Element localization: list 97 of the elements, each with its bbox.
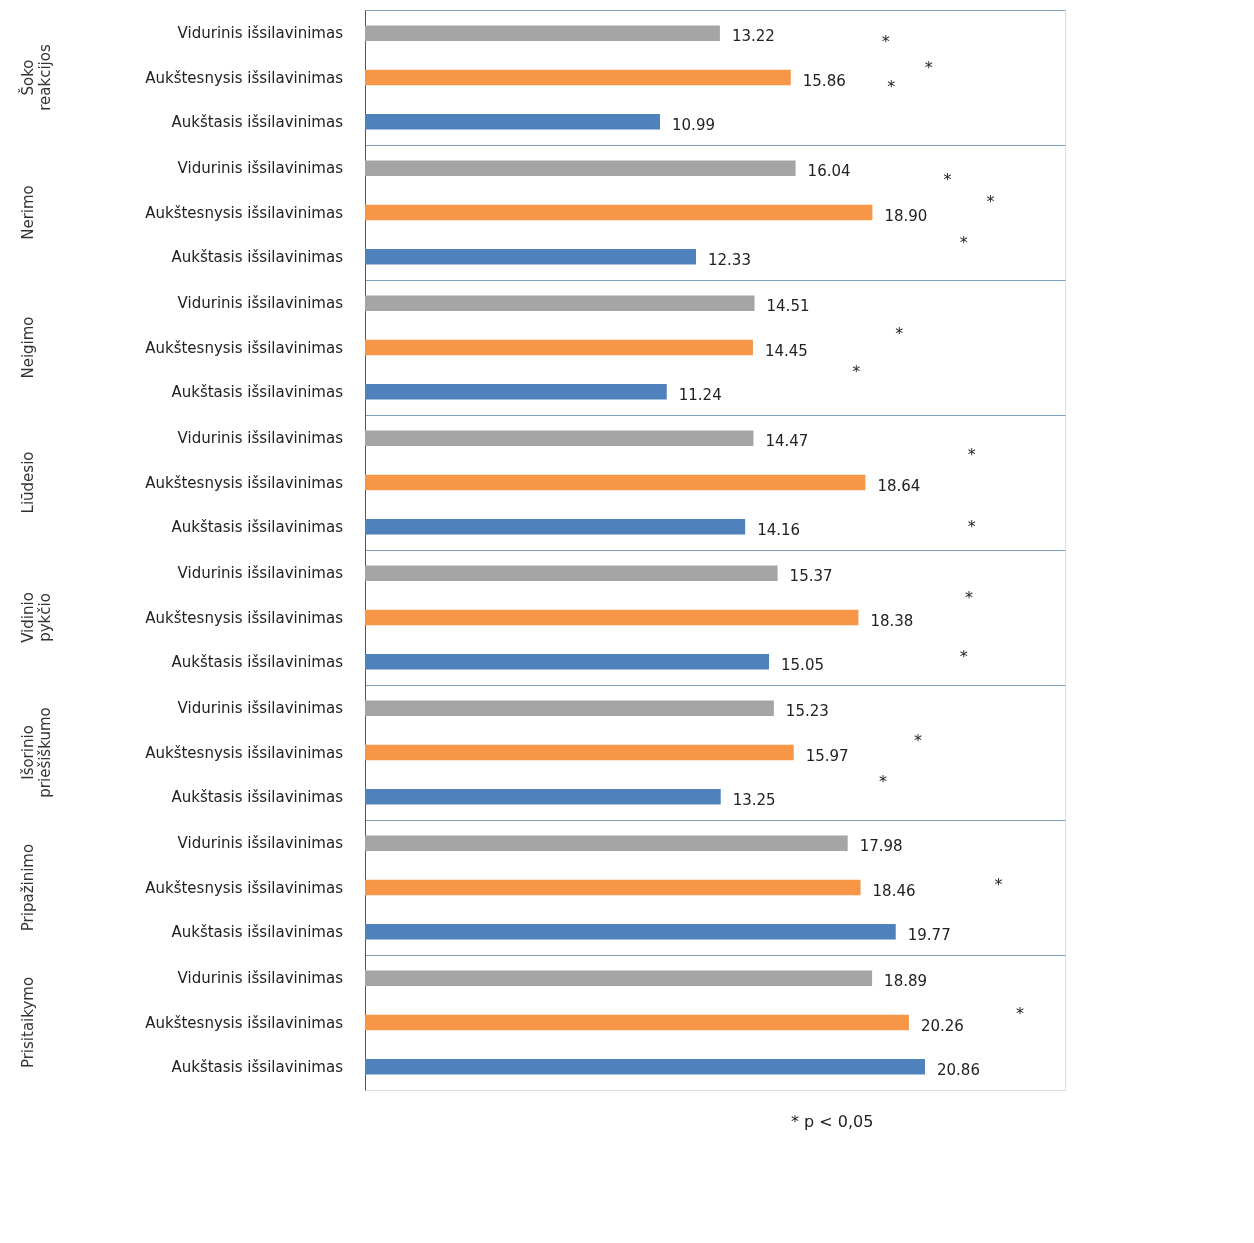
data-label: 20.26 <box>920 1016 964 1035</box>
data-label: 15.37 <box>789 567 833 586</box>
bar <box>365 519 746 535</box>
annotation: * <box>852 361 861 381</box>
annotation: * <box>887 76 896 96</box>
data-label: 14.16 <box>757 520 801 539</box>
data-label: 14.51 <box>766 297 810 316</box>
text: * <box>965 587 974 607</box>
series-label: Aukštesnysis išsilavinimas <box>145 68 344 87</box>
bar <box>365 835 848 851</box>
annotation: * <box>879 772 888 792</box>
data-label: 15.23 <box>785 702 829 721</box>
bar <box>365 565 778 581</box>
data-label: 14.47 <box>765 432 809 451</box>
bar <box>365 700 774 716</box>
bar <box>365 160 796 176</box>
data-label: 17.98 <box>859 837 903 856</box>
y-tick-label: Liūdesio <box>18 451 37 514</box>
bar <box>365 25 720 41</box>
data-label: 15.05 <box>781 655 824 674</box>
text: Aukštesnysis išsilavinimas <box>145 203 343 222</box>
text: * <box>986 192 995 212</box>
y-tick-label: Šoko reakcijos <box>17 44 54 111</box>
text: Aukštasis išsilavinimas <box>171 247 343 266</box>
text: * p < 0,05 <box>790 1112 874 1132</box>
annotation: * <box>895 324 904 343</box>
text: * <box>967 517 976 537</box>
text: Vidurinis išsilavinimas <box>177 699 343 718</box>
bar <box>365 879 861 896</box>
text: Aukštesnysis išsilavinimas <box>145 1013 343 1032</box>
data-label: 14.45 <box>764 341 808 360</box>
text: * <box>959 233 968 253</box>
text: Aukštasis išsilavinimas <box>171 517 343 536</box>
annotation: * <box>914 731 923 751</box>
bar <box>365 789 721 805</box>
data-label: 12.33 <box>708 250 751 269</box>
bar <box>365 114 661 130</box>
text: Vidurinis išsilavinimas <box>177 429 343 448</box>
bar <box>365 384 667 400</box>
data-label: 20.86 <box>937 1060 980 1079</box>
bar <box>365 295 755 311</box>
y-tick-label: Vidinio pykčio <box>18 592 54 643</box>
series-label: Vidurinis išsilavinimas <box>177 24 344 43</box>
text: Aukštasis išsilavinimas <box>171 652 343 671</box>
y-tick-label: Pripažinimo <box>18 843 37 932</box>
bar <box>365 654 770 670</box>
text: Aukštesnysis išsilavinimas <box>145 608 343 627</box>
series-label: Aukštasis išsilavinimas <box>171 112 344 131</box>
text: Vidurinis išsilavinimas <box>177 834 343 853</box>
text: Vidurinis išsilavinimas <box>177 294 343 313</box>
y-tick-label: Išorinio priešiškumo <box>18 707 54 798</box>
bar <box>365 204 873 221</box>
text: Aukštesnysis išsilavinimas <box>145 473 343 492</box>
data-label: 18.89 <box>884 972 928 991</box>
bar <box>365 474 866 491</box>
data-label: 15.86 <box>802 71 846 90</box>
text: * <box>1016 1004 1025 1024</box>
data-label: 18.38 <box>870 611 914 630</box>
bar <box>365 69 791 86</box>
text: Aukštesnysis išsilavinimas <box>145 878 343 897</box>
bar <box>365 1014 909 1031</box>
data-label: 11.24 <box>678 385 722 404</box>
text: Aukštasis išsilavinimas <box>171 787 343 806</box>
annotation: * <box>881 32 890 52</box>
text: Vidurinis išsilavinimas <box>177 159 343 178</box>
bar <box>365 249 697 265</box>
text: Aukštasis išsilavinimas <box>171 1057 343 1076</box>
data-label: 18.64 <box>877 476 921 495</box>
annotation: * <box>924 58 933 78</box>
text: Aukštesnysis išsilavinimas <box>145 743 343 762</box>
bar <box>365 924 896 940</box>
text: Vidurinis išsilavinimas <box>177 969 343 988</box>
data-label: 15.97 <box>805 746 849 765</box>
text: * <box>959 646 968 666</box>
text: Aukštesnysis išsilavinimas <box>145 338 343 357</box>
data-label: 13.22 <box>731 27 775 46</box>
y-tick-label: Prisitaikymo <box>18 976 37 1069</box>
bar <box>365 609 859 626</box>
data-label: 18.90 <box>884 206 928 225</box>
data-label: 13.25 <box>732 790 776 809</box>
data-label: 19.77 <box>907 925 951 944</box>
text: Aukštasis išsilavinimas <box>171 922 343 941</box>
y-tick-label: Nerimo <box>18 185 37 240</box>
text: Vidurinis išsilavinimas <box>177 564 343 583</box>
bar <box>365 970 873 986</box>
bar <box>365 744 794 761</box>
text: * <box>994 874 1003 894</box>
text: Aukštasis išsilavinimas <box>171 382 343 401</box>
data-label: 10.99 <box>672 115 715 134</box>
text: * <box>943 169 952 189</box>
bar <box>365 430 754 446</box>
data-label: 16.04 <box>807 162 851 181</box>
data-label: 18.46 <box>872 881 916 900</box>
bar <box>365 339 753 356</box>
text: * <box>967 444 976 464</box>
y-tick-label: Neigimo <box>18 316 37 379</box>
bar <box>365 1059 925 1075</box>
